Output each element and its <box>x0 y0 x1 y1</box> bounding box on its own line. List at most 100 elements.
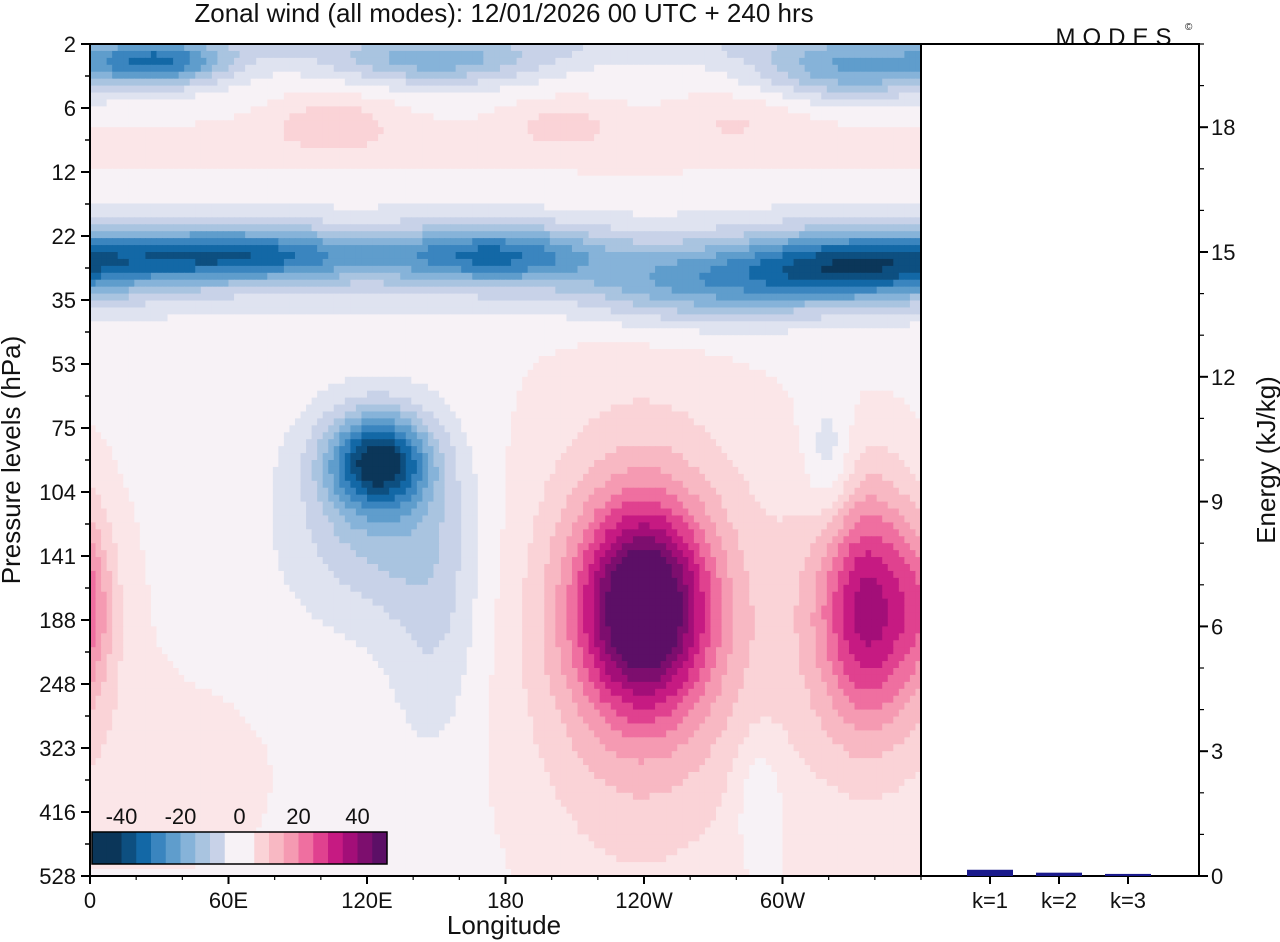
heatmap-cell <box>848 231 856 239</box>
heatmap-cell <box>455 189 462 198</box>
heatmap-cell <box>472 127 479 135</box>
heatmap-cell <box>477 210 484 218</box>
heatmap-cell <box>466 106 473 114</box>
heatmap-cell <box>328 154 335 163</box>
heatmap-cell <box>272 210 279 218</box>
heatmap-cell <box>239 258 246 267</box>
heatmap-cell <box>660 154 667 163</box>
heatmap-cell <box>300 168 307 177</box>
heatmap-cell <box>898 92 905 101</box>
heatmap-cell <box>322 113 329 121</box>
heatmap-cell <box>123 64 130 73</box>
heatmap-cell <box>361 127 368 135</box>
heatmap-cell <box>560 196 568 205</box>
heatmap-cell <box>394 154 401 163</box>
heatmap-cell <box>378 44 385 52</box>
heatmap-cell <box>721 258 728 267</box>
heatmap-cell <box>123 161 130 170</box>
heatmap-cell <box>871 50 878 59</box>
heatmap-cell <box>195 113 202 121</box>
heatmap-cell <box>222 238 230 246</box>
heatmap-cell <box>444 161 451 170</box>
heatmap-cell <box>538 134 545 142</box>
heatmap-cell <box>206 141 213 149</box>
heatmap-cell <box>117 231 124 239</box>
heatmap-cell <box>134 57 141 66</box>
heatmap-cell <box>594 203 601 211</box>
heatmap-cell <box>433 238 440 246</box>
heatmap-cell <box>300 224 307 232</box>
heatmap-cell <box>184 106 191 114</box>
heatmap-cell <box>461 141 468 149</box>
heatmap-cell <box>256 265 263 274</box>
heatmap-cell <box>826 217 833 225</box>
heatmap-cell <box>627 189 634 198</box>
heatmap-cell <box>139 231 146 239</box>
heatmap-cell <box>655 196 662 205</box>
heatmap-cell <box>95 99 102 107</box>
heatmap-cell <box>638 217 645 225</box>
heatmap-cell <box>915 210 921 218</box>
heatmap-cell <box>422 99 429 107</box>
heatmap-cell <box>455 231 462 239</box>
heatmap-cell <box>904 258 911 267</box>
heatmap-cell <box>389 265 396 274</box>
heatmap-cell <box>450 50 457 59</box>
heatmap-cell <box>422 57 429 66</box>
heatmap-cell <box>727 238 734 246</box>
heatmap-cell <box>738 224 745 232</box>
heatmap-cell <box>289 64 296 73</box>
heatmap-cell <box>749 210 756 218</box>
heatmap-cell <box>294 258 302 267</box>
heatmap-cell <box>333 120 340 128</box>
heatmap-cell <box>577 258 584 267</box>
heatmap-cell <box>837 265 845 274</box>
heatmap-cell <box>344 134 351 142</box>
heatmap-cell <box>788 175 795 184</box>
heatmap-cell <box>162 85 169 94</box>
heatmap-cell <box>350 92 357 101</box>
heatmap-cell <box>538 175 545 184</box>
heatmap-cell <box>488 265 496 274</box>
heatmap-cell <box>765 182 773 191</box>
heatmap-cell <box>876 64 883 73</box>
heatmap-cell <box>206 175 213 184</box>
heatmap-cell <box>804 231 811 239</box>
heatmap-cell <box>117 134 124 142</box>
heatmap-cell <box>317 272 324 281</box>
heatmap-cell <box>915 57 921 66</box>
heatmap-cell <box>788 71 795 80</box>
heatmap-cell <box>821 71 828 80</box>
heatmap-cell <box>549 258 556 267</box>
heatmap-cell <box>788 154 795 163</box>
heatmap-cell <box>483 106 490 114</box>
heatmap-cell <box>893 141 900 149</box>
heatmap-cell <box>571 203 579 211</box>
heatmap-cell <box>621 92 628 101</box>
heatmap-cell <box>893 224 900 232</box>
heatmap-cell <box>173 238 180 246</box>
heatmap-cell <box>716 258 723 267</box>
heatmap-cell <box>483 189 490 198</box>
heatmap-cell <box>195 182 202 191</box>
heatmap-cell <box>339 231 346 239</box>
heatmap-cell <box>261 71 268 80</box>
heatmap-cell <box>294 106 302 114</box>
heatmap-field <box>90 44 921 876</box>
heatmap-cell <box>527 141 534 149</box>
heatmap-cell <box>117 203 124 211</box>
heatmap-cell <box>876 203 883 211</box>
heatmap-cell <box>549 120 556 128</box>
heatmap-cell <box>123 258 130 267</box>
heatmap-cell <box>234 258 241 267</box>
heatmap-cell <box>782 203 789 211</box>
heatmap-cell <box>882 106 889 114</box>
heatmap-cell <box>228 44 235 52</box>
heatmap-cell <box>261 217 268 225</box>
heatmap-cell <box>378 106 385 114</box>
heatmap-cell <box>782 134 789 142</box>
heatmap-cell <box>289 154 296 163</box>
heatmap-cell <box>782 120 789 128</box>
heatmap-cell <box>367 210 374 218</box>
heatmap-cell <box>887 127 894 135</box>
